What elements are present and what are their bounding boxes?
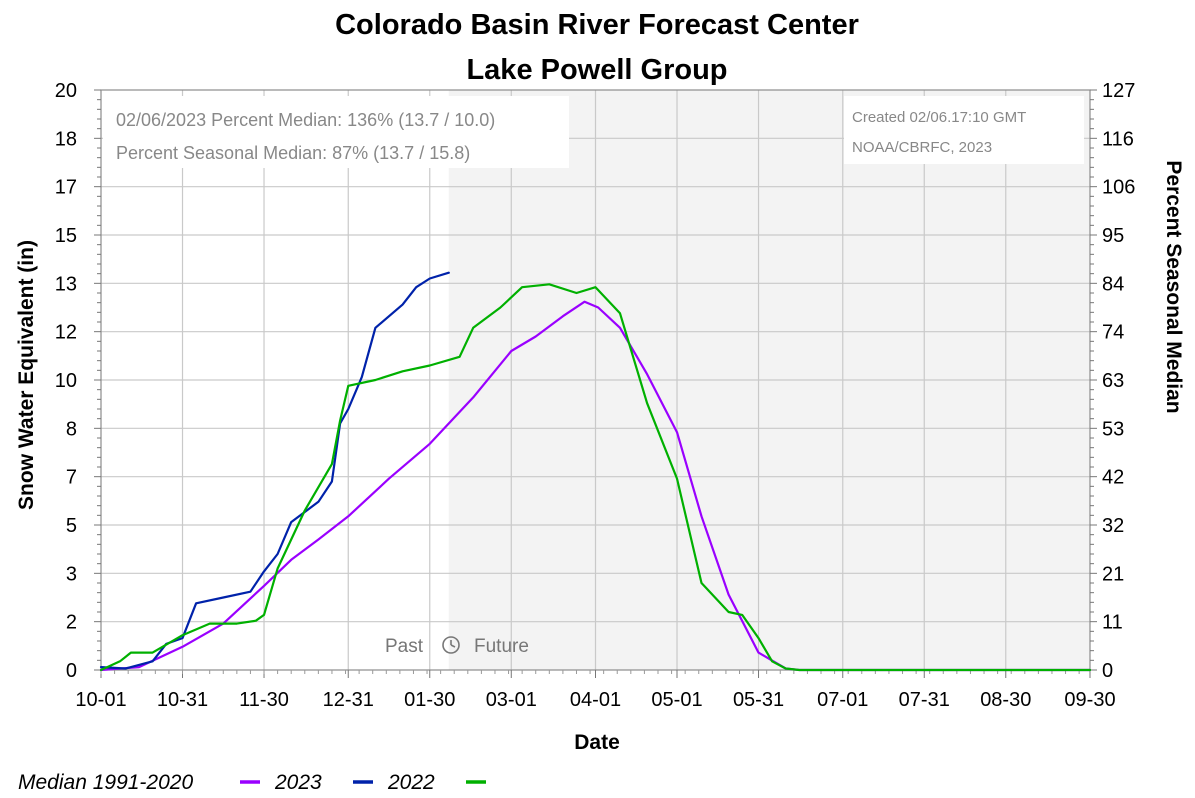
legend-label: 2023 [274,771,322,794]
y-tick-label: 17 [55,177,77,199]
y-right-tick-label: 11 [1102,612,1123,634]
y-right-tick-label: 116 [1102,128,1134,150]
y-tick-label: 0 [66,660,77,682]
y-tick-label: 13 [55,273,77,295]
y-tick-label: 3 [66,563,77,585]
x-tick-label: 04-01 [570,689,621,711]
x-tick-label: 03-01 [486,689,537,711]
legend-label: Median 1991-2020 [18,771,193,794]
y-right-tick-label: 95 [1102,225,1124,247]
x-tick-label: 10-31 [157,689,208,711]
y-axis-left-label: Snow Water Equivalent (in) [15,240,38,510]
y-tick-label: 10 [55,370,77,392]
y-axis-left-ticks: 0 2 3 5 7 8 10 12 13 15 17 18 20 [55,80,77,682]
x-tick-label: 10-01 [75,689,126,711]
created-line-1: Created 02/06.17:10 GMT [852,109,1026,126]
y-tick-label: 20 [55,80,77,102]
y-tick-label: 15 [55,225,77,247]
y-right-tick-label: 0 [1102,660,1113,682]
legend-label: 2022 [387,771,435,794]
y-right-tick-label: 42 [1102,467,1124,489]
percent-median-line-2: Percent Seasonal Median: 87% (13.7 / 15.… [116,143,470,163]
x-tick-label: 08-30 [980,689,1031,711]
gridlines [101,90,1090,670]
chart-subtitle: Lake Powell Group [466,54,727,86]
y-right-tick-label: 32 [1102,515,1124,537]
y-right-tick-label: 74 [1102,322,1124,344]
y-axis-right-label: Percent Seasonal Median [1162,160,1185,413]
y-right-tick-label: 63 [1102,370,1124,392]
percent-median-line-1: 02/06/2023 Percent Median: 136% (13.7 / … [116,110,495,130]
series-line-2022 [99,283,1092,672]
series-line-median-1991-2020 [99,300,1092,672]
x-tick-label: 01-30 [404,689,455,711]
percent-median-box [103,96,569,168]
y-right-tick-label: 53 [1102,418,1124,440]
y-tick-label: 2 [66,612,77,634]
y-tick-label: 7 [66,467,77,489]
x-tick-label: 09-30 [1064,689,1115,711]
past-label: Past [385,636,424,657]
x-tick-label: 11-30 [239,689,289,711]
x-tick-label: 07-31 [899,689,950,711]
clock-icon [442,636,460,654]
y-right-tick-label: 84 [1102,273,1124,295]
x-tick-label: 12-31 [323,689,374,711]
x-tick-label: 07-01 [817,689,868,711]
y-right-tick-label: 21 [1102,563,1124,585]
legend: Median 1991-2020 2023 2022 [18,771,486,794]
future-label: Future [474,636,529,657]
y-tick-label: 8 [66,418,77,440]
x-axis-label: Date [574,731,620,754]
x-tick-label: 05-31 [733,689,784,711]
y-right-tick-label: 106 [1102,177,1135,199]
created-box [844,96,1084,164]
x-tick-label: 05-01 [651,689,702,711]
y-axis-right-ticks: 0 11 21 32 42 53 63 74 84 95 106 116 127 [1102,80,1135,682]
x-axis-ticks: 10-01 10-31 11-30 12-31 01-30 03-01 04-01 05-01… [75,689,1115,711]
series-lines [99,271,1092,672]
y-right-tick-label: 127 [1102,80,1135,102]
chart-title: Colorado Basin River Forecast Center [335,9,859,41]
created-line-2: NOAA/CBRFC, 2023 [852,139,992,156]
y-tick-label: 12 [55,322,77,344]
y-tick-label: 5 [66,515,77,537]
y-tick-label: 18 [55,128,77,150]
